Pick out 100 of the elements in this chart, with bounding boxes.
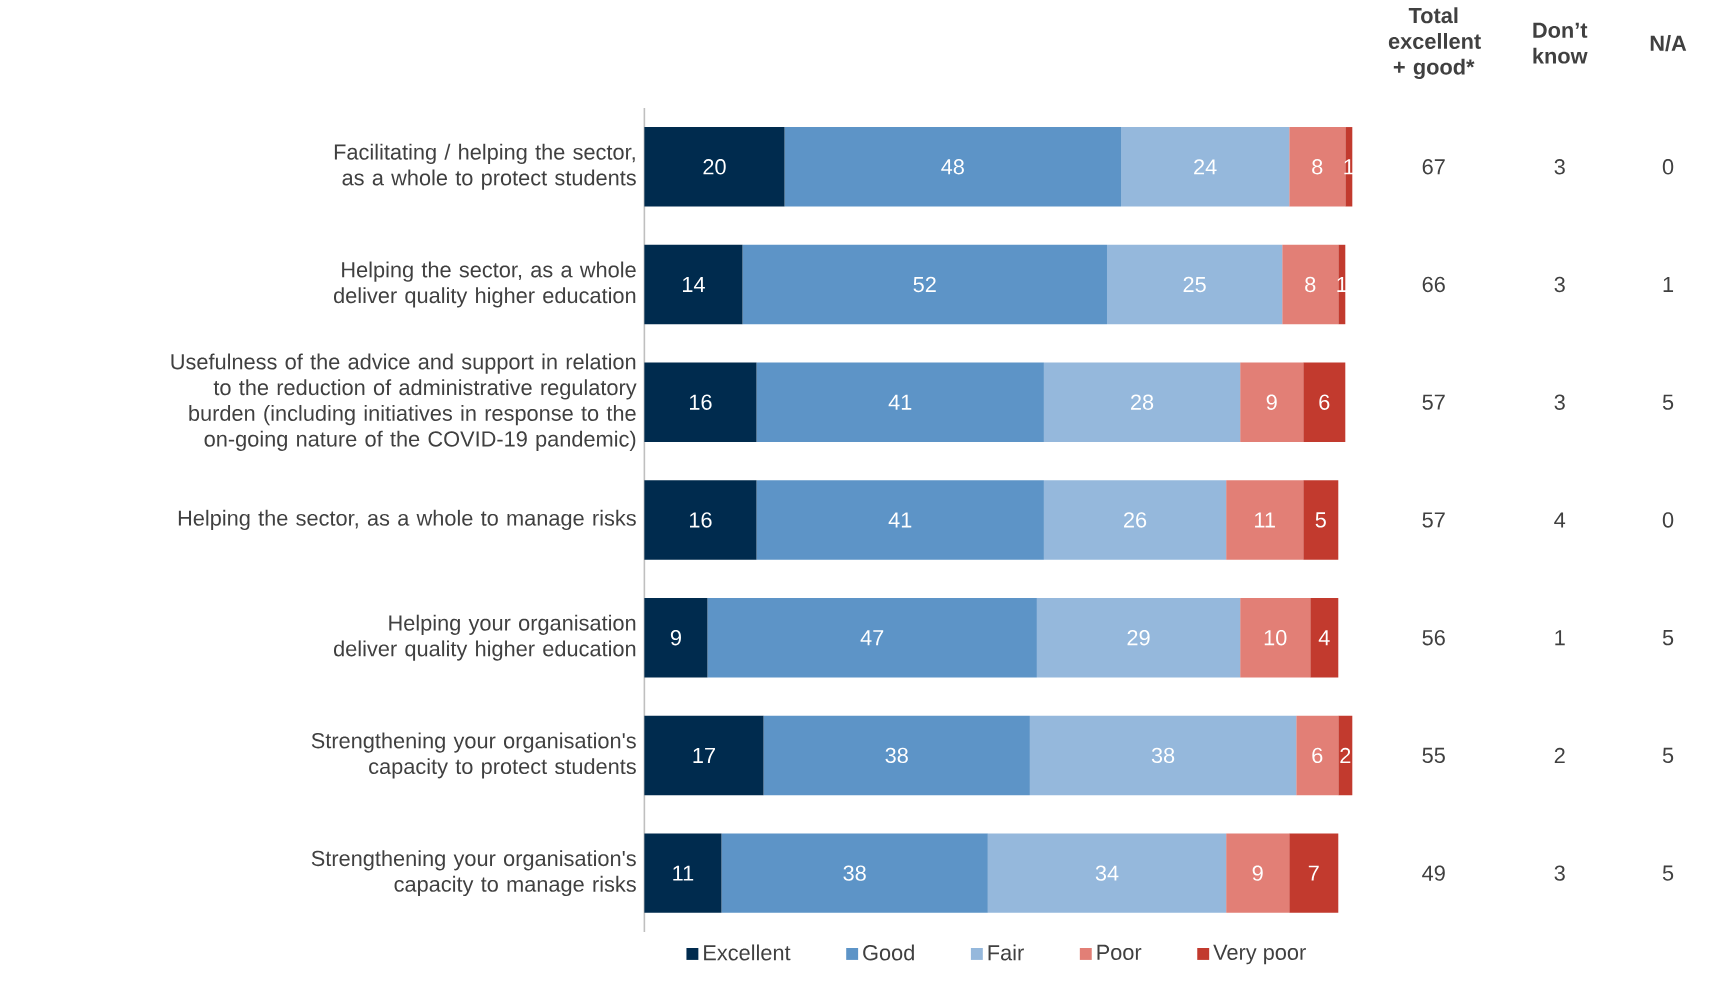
data-label: 38 [843,865,866,882]
bar [644,362,757,443]
text: Don’t know [1533,22,1588,64]
text: 1 [1663,277,1674,293]
bar [1282,244,1339,325]
data-label: 16 [690,394,712,411]
text: 3 [1554,394,1565,411]
data-label: 11 [673,865,694,881]
data-label: 6 [1312,747,1323,764]
text: 3 [1554,277,1565,293]
data-label: 38 [1151,747,1175,764]
data-label: 7 [1308,865,1319,881]
data-label: 5 [1315,512,1326,528]
data-label: 9 [1266,394,1277,411]
data-label: 48 [941,159,964,175]
data-label: 17 [693,748,715,764]
y-tick-label: Usefulness of the advice and support in relation to the reduction of administrative regulatory burden (including initiatives in response to the on-going nature of the COVID-19 pandemic) [171,353,637,452]
text: 49 [1422,865,1445,882]
data-label: 9 [1252,865,1263,882]
bar [1289,127,1346,207]
bar [644,598,708,678]
data-label: 47 [860,630,884,646]
bar [756,480,1044,560]
text: 0 [1662,159,1674,175]
data-label: 38 [885,747,908,764]
text: 3 [1554,865,1565,882]
text: 67 [1422,159,1445,175]
data-label: 34 [1095,865,1119,882]
text: 4 [1554,512,1566,528]
bar [1303,480,1339,560]
bar [742,244,1107,325]
y-tick-label: Helping the sector, as a whole deliver quality higher education [333,261,636,308]
text: 1 [1555,630,1565,646]
bar [1226,480,1304,560]
data-label: 10 [1264,630,1287,646]
legend-label: Fair [988,944,1024,961]
data-label: 26 [1124,512,1147,528]
data-label: 28 [1131,394,1154,411]
y-tick-label: Strengthening your organisation's capacity to manage risks [311,850,636,897]
text: 2 [1554,748,1565,764]
data-label: 41 [888,512,912,528]
bar [1240,362,1304,443]
legend-label: Excellent [704,944,791,961]
legend-label: Poor [1097,945,1142,961]
y-tick-label: Helping the sector, as a whole to manage risks [178,510,636,531]
bar [1106,244,1283,325]
text: 5 [1662,865,1674,881]
bar [1043,362,1241,443]
data-label: 8 [1305,277,1316,293]
text: 5 [1662,630,1674,646]
bar [1036,598,1241,678]
bar [721,833,988,914]
data-label: 11 [1255,512,1275,528]
data-label: 20 [703,159,726,175]
bar [1029,715,1297,796]
y-tick-label: Facilitating / helping the sector, as a whole to protect students [334,143,636,190]
bar [784,127,1122,207]
text: N/A [1650,35,1687,52]
text: 3 [1554,159,1565,175]
data-label: 8 [1312,159,1323,175]
data-label: 29 [1127,630,1150,646]
bar [644,244,743,325]
y-tick-label: Helping your organisation deliver quality higher education [333,614,636,661]
bar [644,127,785,207]
data-label: 4 [1318,630,1330,646]
bar [644,480,757,560]
bar [644,715,764,796]
y-tick-label: Strengthening your organisation's capacity to protect students [311,732,636,779]
data-label: 41 [888,394,912,410]
data-label: 9 [670,630,681,646]
bar [1303,362,1346,443]
text: 56 [1422,630,1445,646]
text: 0 [1662,512,1674,528]
data-label: 2 [1340,748,1351,764]
bar [1121,127,1290,207]
bar [1310,598,1339,678]
bar [644,833,722,914]
bar [1338,715,1353,796]
bar [1240,598,1311,678]
bar [1043,480,1227,560]
data-label: 6 [1319,394,1330,411]
data-label: 52 [913,277,936,293]
bar [756,362,1044,443]
text: 57 [1422,512,1445,528]
text: 66 [1422,277,1445,293]
text: 5 [1662,394,1674,411]
data-label: 24 [1194,159,1217,175]
bar [763,715,1030,796]
text: 5 [1662,748,1674,764]
data-label: 14 [682,277,705,293]
text: 55 [1422,748,1445,764]
bar [1226,833,1290,914]
legend-label: Very poor [1213,945,1306,965]
bar [987,833,1227,914]
bar [1296,715,1339,796]
bar [707,598,1037,678]
text: 57 [1422,394,1445,411]
legend-label: Good [863,944,914,961]
text: Total excellent + good* [1388,7,1481,80]
data-label: 25 [1183,277,1206,293]
